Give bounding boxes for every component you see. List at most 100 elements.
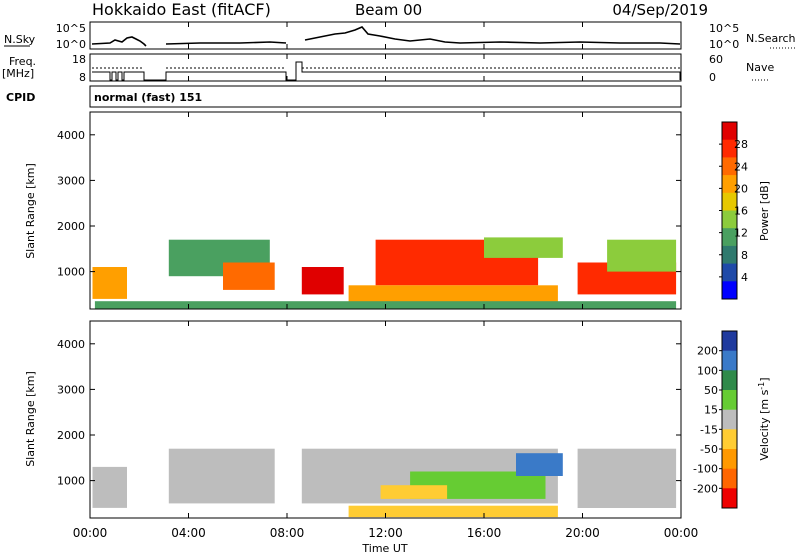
velocity-panel: 1000 2000 3000 4000 Slant Range [km] 200 100… [24, 320, 771, 519]
time-tick-label: 20:00 [565, 526, 600, 540]
velocity-colorbar-swatch [722, 390, 737, 411]
power-colorbar-tick-label: 24 [734, 160, 748, 173]
velocity-colorbar-tick-label: 200 [697, 345, 718, 358]
cpid-frame [89, 85, 682, 108]
velocity-colorbar-frame [721, 330, 738, 509]
power-colorbar-tick-label: 20 [734, 182, 748, 195]
power-scatter-region [484, 237, 563, 258]
velocity-scatter-region [348, 505, 558, 518]
freq-left-tick-bottom: 8 [79, 71, 86, 84]
velocity-y-tick-label: 1000 [57, 475, 85, 488]
power-colorbar-tick-label: 8 [741, 249, 748, 262]
velocity-colorbar-label-main: Velocity [m s [758, 389, 771, 460]
power-heatmap [92, 237, 677, 309]
velocity-scatter-region [516, 453, 563, 476]
time-tick-label: 08:00 [270, 526, 305, 540]
velocity-scatter-region [577, 448, 677, 508]
power-colorbar-swatch [722, 210, 737, 229]
velocity-colorbar-tick-label: -100 [693, 463, 718, 476]
velocity-scatter-region [168, 448, 275, 504]
velocity-scatter-region [380, 485, 448, 499]
nave-label: Nave [746, 61, 774, 74]
power-scatter-region [92, 267, 127, 299]
velocity-y-tick-label: 2000 [57, 429, 85, 442]
power-colorbar-swatch [722, 175, 737, 194]
power-colorbar-swatch [722, 139, 737, 158]
power-colorbar-swatch [722, 281, 737, 300]
power-y-tick-label: 4000 [57, 129, 85, 142]
nsky-left-tick-bottom: 10^0 [56, 38, 86, 51]
velocity-colorbar-swatch [722, 331, 737, 352]
time-axis: 00:00 04:00 08:00 12:00 16:00 20:00 00:00 [73, 22, 699, 540]
power-scatter-region [301, 267, 344, 295]
time-tick-label: 16:00 [467, 526, 502, 540]
velocity-heatmap [92, 448, 677, 518]
power-scatter-region [607, 239, 677, 272]
velocity-colorbar-tick-label: -50 [700, 443, 718, 456]
velocity-colorbar-swatch [722, 409, 737, 430]
velocity-colorbar-swatch [722, 488, 737, 509]
power-colorbar-swatch [722, 157, 737, 176]
velocity-colorbar-label-close: ] [758, 377, 771, 381]
velocity-y-ticks: 1000 2000 3000 4000 [57, 338, 681, 488]
freq-trace [92, 61, 681, 81]
time-tick-label: 00:00 [73, 526, 108, 540]
time-axis-label: Time UT [361, 542, 407, 554]
velocity-colorbar-swatch [722, 350, 737, 371]
velocity-colorbar-swatch [722, 449, 737, 470]
power-colorbar-tick-label: 28 [734, 138, 748, 151]
velocity-colorbar-swatch [722, 468, 737, 489]
power-y-tick-label: 1000 [57, 266, 85, 279]
nsky-trace-2 [165, 41, 287, 45]
velocity-colorbar-label: Velocity [m s-1] [757, 377, 771, 460]
time-tick-label: 04:00 [171, 526, 206, 540]
power-colorbar: 4 8 12 16 20 24 28 [719, 121, 748, 300]
nsky-panel: 10^5 10^0 10^5 10^0 [56, 21, 739, 51]
velocity-colorbar-tick-label: -15 [700, 423, 718, 436]
velocity-scatter-region [92, 466, 127, 508]
nsearch-label: N.Search [746, 32, 796, 45]
power-y-tick-label: 3000 [57, 174, 85, 187]
nsky-trace-3 [304, 26, 681, 45]
cpid-text: normal (fast) 151 [94, 91, 202, 104]
nsky-trace [91, 36, 147, 47]
power-colorbar-tick-label: 16 [734, 205, 748, 218]
velocity-colorbar-swatch [722, 429, 737, 450]
freq-label: Freq. [9, 55, 36, 68]
velocity-colorbar-tick-label: -200 [693, 482, 718, 495]
nsky-left-tick-top: 10^5 [56, 22, 86, 35]
power-colorbar-swatch [722, 122, 737, 141]
power-y-ticks: 1000 2000 3000 4000 [57, 129, 681, 279]
velocity-colorbar-tick-label: 50 [704, 384, 718, 397]
beam-label: Beam 00 [355, 1, 422, 19]
velocity-colorbar-tick-label: 100 [697, 364, 718, 377]
power-colorbar-swatch [722, 192, 737, 211]
station-title: Hokkaido East (fitACF) [92, 0, 271, 19]
velocity-y-tick-label: 4000 [57, 338, 85, 351]
power-y-axis-label: Slant Range [km] [24, 163, 37, 259]
nsky-right-tick-bottom: 10^0 [709, 38, 739, 51]
power-y-tick-label: 2000 [57, 220, 85, 233]
velocity-y-tick-label: 3000 [57, 383, 85, 396]
freq-panel: 18 8 60 0 [72, 53, 723, 84]
cpid-label: CPID [6, 91, 35, 104]
power-colorbar-tick-label: 12 [734, 227, 748, 240]
date-label: 04/Sep/2019 [612, 1, 708, 19]
time-tick-label: 12:00 [368, 526, 403, 540]
nsky-right-tick-top: 10^5 [709, 22, 739, 35]
power-colorbar-swatch [722, 245, 737, 265]
freq-right-tick-bottom: 0 [709, 71, 716, 84]
power-scatter-region [348, 285, 558, 304]
power-colorbar-tick-label: 4 [741, 271, 748, 284]
velocity-colorbar: 200 100 50 15 -15 -50 -100 -200 [693, 330, 738, 509]
freq-unit-label: [MHz] [2, 67, 34, 80]
time-tick-label: 00:00 [664, 526, 699, 540]
velocity-colorbar-swatch [722, 370, 737, 391]
nsky-label: N.Sky [4, 33, 36, 46]
power-colorbar-swatch [722, 228, 737, 247]
power-scatter-region [223, 262, 275, 290]
velocity-colorbar-tick-label: 15 [704, 404, 718, 417]
power-panel: 1000 2000 3000 4000 Slant Range [km] 4 8 12 16… [24, 111, 771, 310]
